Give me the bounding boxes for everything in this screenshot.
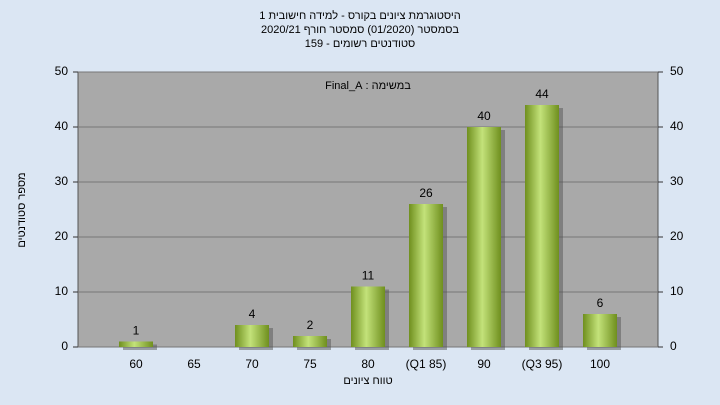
y-tick-label: 20 <box>55 229 69 243</box>
bar <box>119 341 153 347</box>
y2-tick-label: 30 <box>670 174 684 188</box>
bar <box>583 314 617 347</box>
chart-subtitle: סטודנטים רשומים - 159 <box>305 38 416 50</box>
y2-tick-label: 10 <box>670 284 684 298</box>
bar <box>293 336 327 347</box>
y2-tick-label: 0 <box>670 339 677 353</box>
y-axis-label: מספר סטודנטים <box>16 172 28 247</box>
x-tick-label: (Q3 95) <box>522 357 563 371</box>
y-tick-label: 0 <box>61 339 68 353</box>
annotation: במשימה : Final_A <box>325 80 411 92</box>
x-tick-label: 65 <box>187 357 201 371</box>
chart-title: היסטוגרמת ציונים בקורס - למידה חישובית 1 <box>259 9 460 22</box>
bar <box>467 127 501 347</box>
value-label: 26 <box>419 186 433 200</box>
value-label: 11 <box>362 269 375 283</box>
x-tick-label: 90 <box>477 357 491 371</box>
y-tick-label: 40 <box>55 119 69 133</box>
y2-tick-label: 50 <box>670 64 684 78</box>
bar <box>409 204 443 347</box>
value-label: 4 <box>249 307 256 321</box>
y-tick-label: 30 <box>55 174 69 188</box>
x-tick-label: 80 <box>361 357 375 371</box>
bar <box>525 105 559 347</box>
x-tick-label: 70 <box>245 357 259 371</box>
x-tick-label: (Q1 85) <box>406 357 447 371</box>
value-label: 40 <box>477 109 491 123</box>
x-tick-label: 75 <box>303 357 317 371</box>
y2-tick-label: 20 <box>670 229 684 243</box>
bar <box>235 325 269 347</box>
x-axis-label: טווח ציונים <box>343 375 392 387</box>
value-label: 2 <box>307 318 314 332</box>
value-label: 6 <box>597 296 604 310</box>
x-tick-label: 60 <box>129 357 143 371</box>
y-tick-label: 10 <box>55 284 69 298</box>
bar-shadow <box>123 344 157 350</box>
y-tick-label: 50 <box>55 64 69 78</box>
bar <box>351 286 385 347</box>
x-tick-label: 100 <box>590 357 610 371</box>
chart-subtitle: בסמסטר (01/2020) סמסטר חורף 2020/21 <box>261 24 459 36</box>
value-label: 1 <box>133 324 140 338</box>
value-label: 44 <box>535 87 549 101</box>
y2-tick-label: 40 <box>670 119 684 133</box>
